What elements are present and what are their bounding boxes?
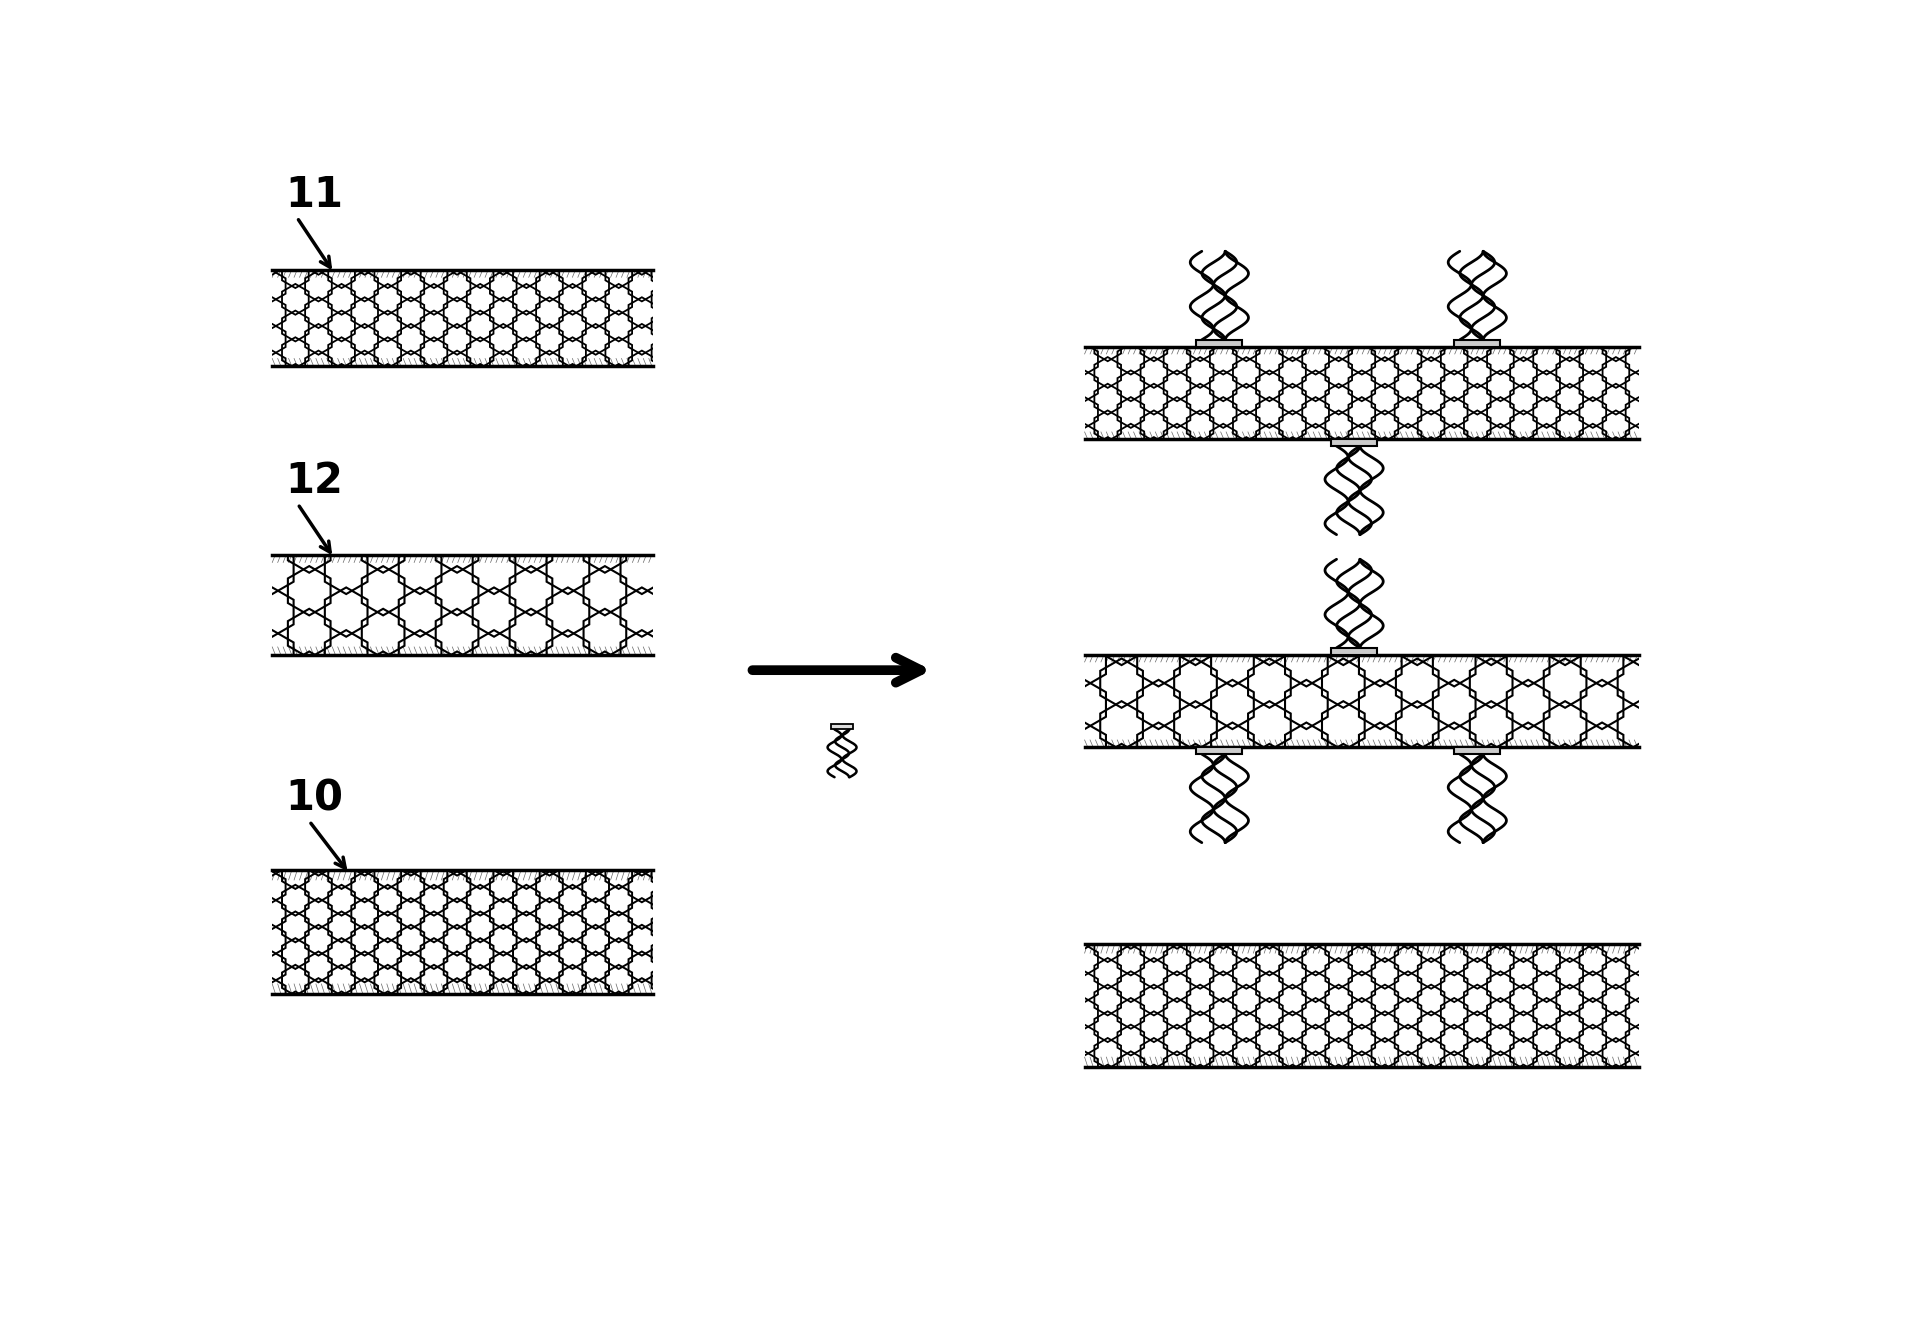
Text: 10: 10 — [285, 777, 342, 820]
Text: 12: 12 — [285, 459, 342, 502]
Bar — [273, 870, 654, 993]
Text: 11: 11 — [285, 173, 342, 216]
Bar — [1454, 747, 1500, 755]
Bar — [1085, 655, 1638, 747]
Bar — [1085, 347, 1638, 440]
Bar — [1085, 944, 1638, 1067]
Bar — [1196, 340, 1242, 347]
Bar — [1454, 340, 1500, 347]
Bar — [1196, 747, 1242, 755]
Bar — [831, 724, 852, 730]
Bar — [1331, 440, 1377, 446]
Bar — [273, 270, 654, 365]
Bar — [1085, 347, 1638, 440]
Bar — [273, 555, 654, 655]
Bar — [273, 555, 654, 655]
Bar — [1331, 647, 1377, 655]
Bar — [1085, 944, 1638, 1067]
Bar — [1085, 655, 1638, 747]
Bar — [273, 270, 654, 365]
Bar — [273, 870, 654, 993]
